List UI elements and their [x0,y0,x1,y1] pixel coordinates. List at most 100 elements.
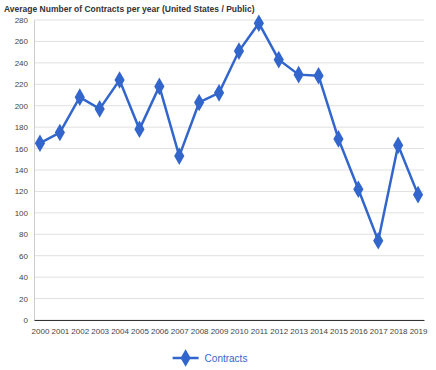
grid-line [34,191,424,192]
legend: Contracts [173,349,248,367]
marker [194,94,204,112]
x-tick: 2012 [270,320,288,336]
x-axis-line [35,320,425,321]
grid-line [34,127,424,128]
y-tick-label: 160 [15,145,29,154]
x-tick: 2019 [410,320,428,336]
y-tick: 40 [19,273,34,282]
grid-line [34,234,424,235]
grid-line [34,62,424,63]
marker [75,88,85,106]
y-tick-label: 120 [15,187,29,196]
y-tick: 120 [15,187,34,196]
grid-line [34,320,424,321]
legend-marker [181,349,191,367]
y-tick: 160 [15,145,34,154]
x-tick: 2007 [171,320,189,336]
marker [95,100,105,118]
x-tick: 2010 [231,320,249,336]
x-tick: 2009 [211,320,229,336]
y-tick-label: 260 [15,37,29,46]
x-tick: 2006 [151,320,169,336]
y-tick: 280 [15,16,34,25]
x-tick-label: 2005 [131,327,149,336]
marker [254,14,264,32]
marker [35,134,45,152]
x-tick: 2008 [191,320,209,336]
x-tick: 2002 [71,320,89,336]
marker [373,232,383,250]
x-tick-label: 2014 [310,327,328,336]
x-tick-label: 2011 [251,327,269,336]
x-tick-label: 2003 [91,327,109,336]
title: Average Number of Contracts per year (Un… [4,4,255,14]
y-tick-label: 220 [15,80,29,89]
x-tick-label: 2002 [71,327,89,336]
y-tick: 220 [15,80,34,89]
x-tick-label: 2000 [32,327,50,336]
x-tick: 2014 [310,320,328,336]
marker [55,124,65,142]
grid-line [34,148,424,149]
x-tick: 2018 [390,320,408,336]
y-tick-label: 180 [15,123,29,132]
x-tick: 2000 [32,320,50,336]
marker [174,147,184,165]
x-tick-label: 2010 [231,327,249,336]
y-tick-label: 40 [19,273,28,282]
y-tick: 180 [15,123,34,132]
grid-line [34,170,424,171]
y-axis: 020406080100120140160180200220240260280 [15,16,35,325]
y-tick-label: 80 [19,230,28,239]
x-tick-label: 2009 [211,327,229,336]
x-tick-label: 2019 [410,327,428,336]
plot: 0204060801001201401601802002202402602802… [15,14,428,335]
y-tick-label: 140 [15,166,29,175]
x-tick: 2005 [131,320,149,336]
y-tick: 80 [19,230,34,239]
x-tick: 2003 [91,320,109,336]
grid-line [34,41,424,42]
x-tick-label: 2018 [390,327,408,336]
grid-line [34,20,424,21]
y-tick-label: 0 [24,316,29,325]
legend-label: Contracts [205,353,248,364]
x-tick: 2001 [51,320,69,336]
marker [154,78,164,96]
y-tick: 260 [15,37,34,46]
grid-line [34,298,424,299]
marker [234,42,244,60]
x-tick: 2004 [111,320,129,336]
marker [333,130,343,148]
y-tick: 0 [24,316,34,325]
grid-line [34,255,424,256]
marker [413,186,423,204]
x-tick: 2017 [370,320,388,336]
x-tick: 2011 [251,320,269,336]
marker [114,71,124,89]
grid-line [34,84,424,85]
marker [134,120,144,138]
marker [313,67,323,85]
marker [214,84,224,102]
x-tick-label: 2008 [191,327,209,336]
x-tick-label: 2013 [290,327,308,336]
legend-item: Contracts [173,349,248,367]
y-axis-line [34,21,35,321]
x-tick-label: 2015 [330,327,348,336]
y-tick-label: 60 [19,252,28,261]
x-tick: 2013 [290,320,308,336]
y-tick-label: 20 [19,295,28,304]
y-tick-label: 200 [15,102,29,111]
x-tick-label: 2007 [171,327,189,336]
y-tick: 60 [19,252,34,261]
x-tick-label: 2017 [370,327,388,336]
marker [274,51,284,69]
y-tick: 200 [15,102,34,111]
x-tick-label: 2016 [350,327,368,336]
line [40,23,418,241]
chart: Average Number of Contracts per year (Un… [0,0,436,370]
grid-line [34,277,424,278]
x-tick: 2015 [330,320,348,336]
marks [35,14,423,249]
